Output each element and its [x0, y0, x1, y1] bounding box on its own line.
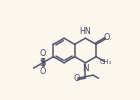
Text: HN: HN: [80, 27, 91, 36]
Text: N: N: [82, 64, 88, 73]
Text: CH₃: CH₃: [100, 59, 112, 65]
Text: O: O: [73, 74, 80, 83]
Text: O: O: [39, 67, 46, 76]
Text: S: S: [39, 58, 46, 68]
Text: O: O: [104, 34, 110, 42]
Text: O: O: [39, 49, 46, 58]
